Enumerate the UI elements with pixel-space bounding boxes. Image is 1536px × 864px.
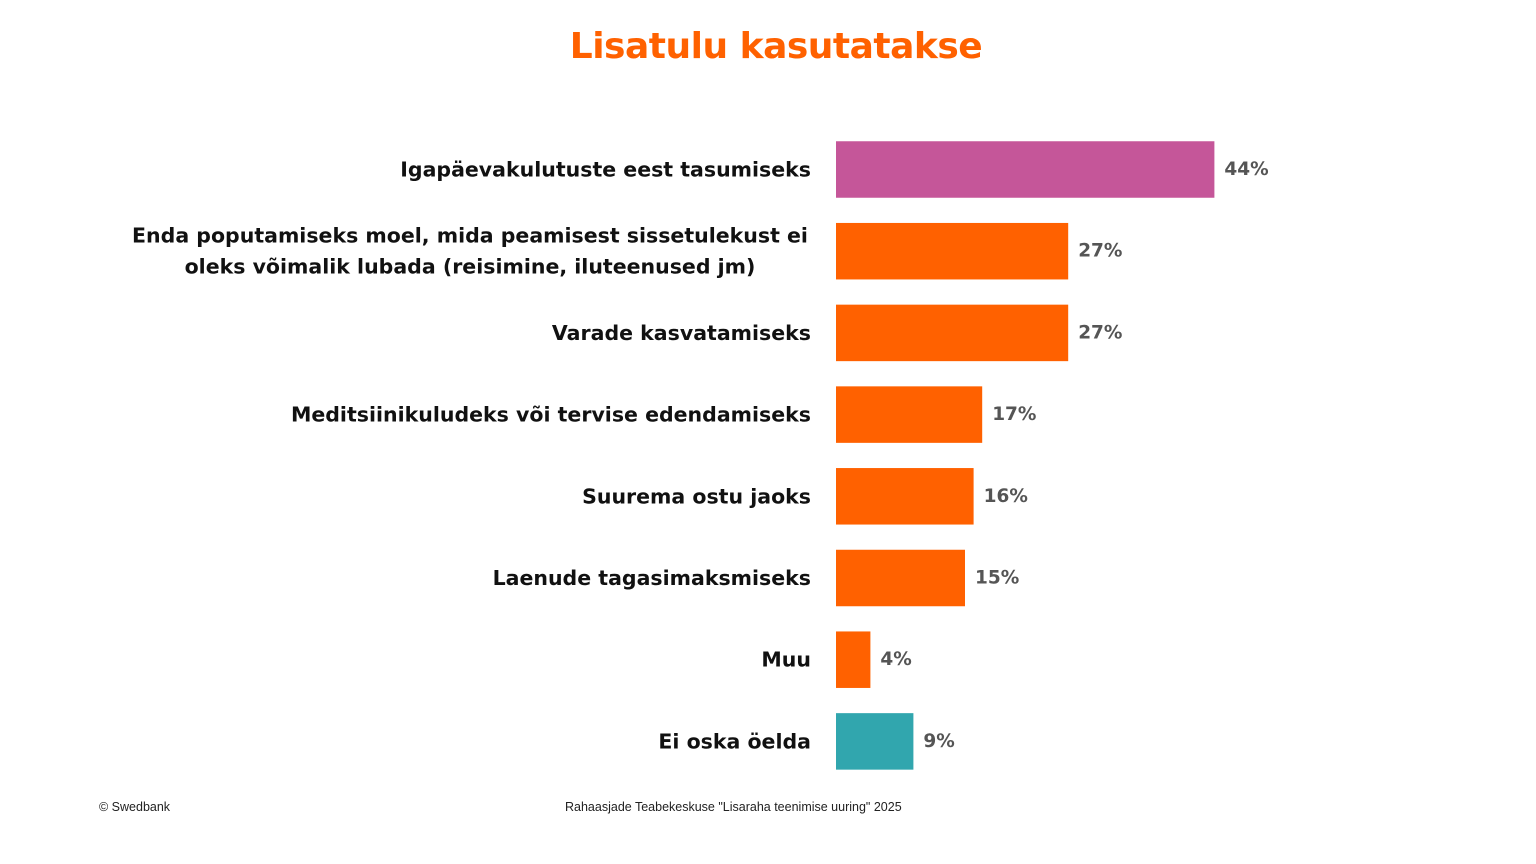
category-label-1: Igapäevakulutuste eest tasumiseks	[400, 158, 811, 182]
value-label-1: 44%	[1224, 159, 1268, 180]
value-label-3: 27%	[1078, 322, 1122, 343]
category-label-5: Suurema ostu jaoks	[582, 484, 811, 508]
value-label-5: 16%	[984, 486, 1028, 507]
bar-4	[836, 386, 983, 443]
chart-title: Lisatulu kasutatakse	[569, 26, 983, 67]
category-label-8: Ei oska öelda	[658, 729, 811, 753]
bar-5	[836, 468, 974, 525]
value-label-6: 15%	[975, 568, 1019, 589]
bar-6	[836, 549, 965, 607]
source-text: Rahaasjade Teabekeskuse "Lisaraha teenim…	[565, 800, 902, 814]
copyright-text: © Swedbank	[99, 800, 171, 814]
bar-1	[836, 141, 1215, 198]
value-label-7: 4%	[880, 649, 911, 670]
bar-7	[836, 631, 871, 688]
category-label-3: Varade kasvatamiseks	[552, 321, 811, 345]
category-label-4: Meditsiinikuludeks või tervise edendamis…	[291, 403, 811, 427]
category-label-2: Enda poputamiseks moel, mida peamisest s…	[132, 224, 808, 279]
value-label-2: 27%	[1078, 241, 1122, 262]
value-label-8: 9%	[923, 731, 954, 752]
bar-2	[836, 222, 1069, 280]
category-label-7: Muu	[761, 648, 811, 672]
bar-3	[836, 304, 1069, 362]
value-label-4: 17%	[992, 404, 1036, 425]
category-label-6: Laenude tagasimaksmiseks	[493, 566, 811, 590]
bar-8	[836, 713, 914, 770]
